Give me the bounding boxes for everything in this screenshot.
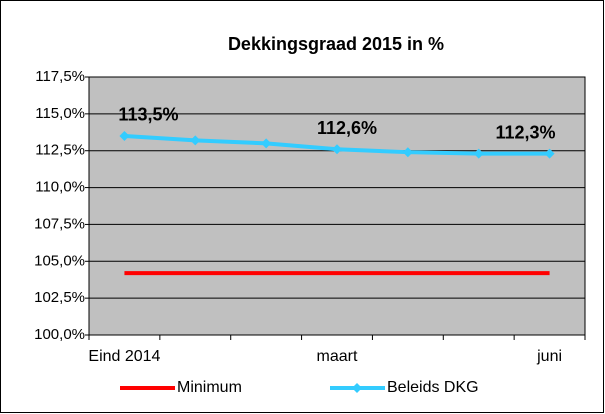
legend-marker — [352, 383, 362, 393]
data-label: 112,3% — [496, 122, 556, 142]
legend-label: Beleids DKG — [387, 379, 479, 396]
y-tick-label: 107,5% — [34, 215, 85, 232]
x-tick-label: Eind 2014 — [88, 348, 160, 365]
y-tick-label: 115,0% — [35, 105, 85, 122]
y-tick-label: 117,5% — [35, 68, 85, 85]
data-point — [544, 148, 555, 159]
chart-title: Dekkingsgraad 2015 in % — [228, 34, 444, 54]
data-point — [261, 138, 272, 149]
data-point — [332, 144, 342, 155]
y-tick-label: 112,5% — [35, 142, 85, 159]
y-tick-label: 100,0% — [34, 326, 85, 343]
data-point — [190, 135, 201, 146]
legend-label: Minimum — [177, 379, 242, 396]
y-tick-label: 102,5% — [34, 289, 85, 306]
x-tick-label: maart — [317, 348, 358, 365]
y-tick-label: 105,0% — [34, 252, 85, 269]
data-label: 113,5% — [118, 105, 178, 125]
data-point — [402, 147, 413, 158]
data-point — [119, 130, 130, 141]
y-tick-label: 110,0% — [35, 179, 85, 196]
data-point — [473, 148, 484, 159]
data-label: 112,6% — [317, 118, 377, 138]
plot-area — [88, 76, 586, 336]
x-tick-label: juni — [536, 348, 562, 365]
